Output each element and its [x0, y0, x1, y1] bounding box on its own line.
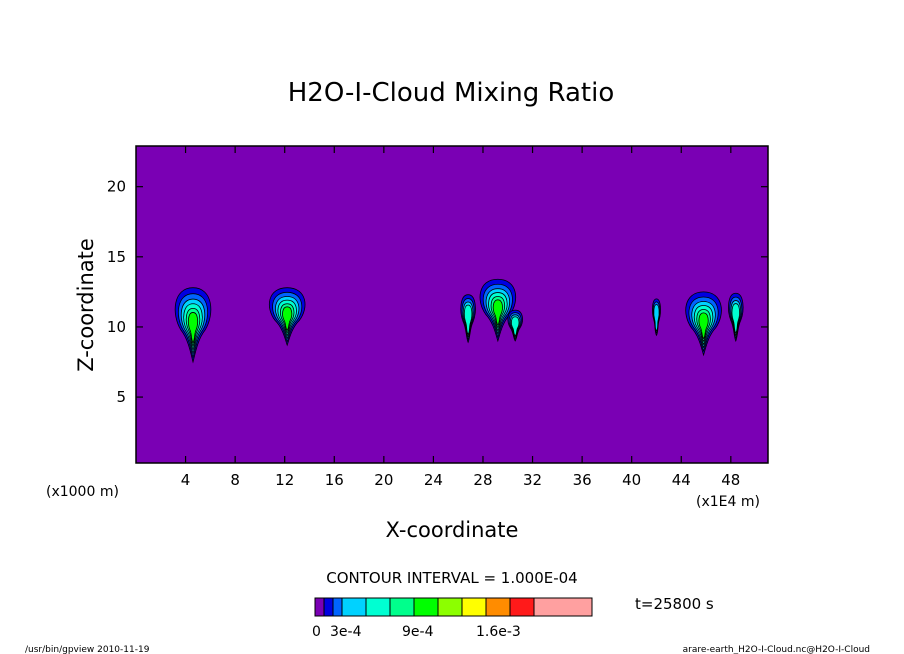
contour-level — [653, 304, 660, 332]
x-tick-label: 28 — [473, 471, 492, 489]
colorbar-label: 3e-4 — [330, 624, 362, 640]
contour-level — [282, 306, 293, 331]
colorbar-label: 9e-4 — [402, 624, 434, 640]
contour-level — [511, 316, 520, 337]
y-tick-label: 5 — [116, 388, 126, 406]
x-tick-label: 24 — [424, 471, 443, 489]
colorbar-label: 0 — [312, 624, 321, 640]
x-tick-label: 44 — [672, 471, 691, 489]
contour-level — [698, 312, 709, 340]
contour-level — [731, 303, 740, 334]
colorbar-labels: 0 3e-4 9e-4 1.6e-3 — [312, 624, 521, 640]
x-axis-unit-right: (x1E4 m) — [696, 494, 760, 510]
cloud-contour — [460, 294, 476, 344]
colorbar-swatch — [332, 597, 343, 617]
colorbar-swatch — [413, 597, 439, 617]
x-tick-label: 48 — [721, 471, 740, 489]
y-tick-label: 15 — [107, 248, 126, 266]
cloud-contour — [685, 291, 722, 357]
x-axis-ticks: 4 8 12 16 20 24 28 32 36 40 44 48 — [181, 146, 740, 489]
time-label: t=25800 s — [635, 595, 714, 613]
contour-level — [492, 299, 503, 326]
plot-background — [136, 146, 768, 463]
colorbar-label: 1.6e-3 — [476, 624, 521, 640]
contour-interval-text: CONTOUR INTERVAL = 1.000E-04 — [326, 569, 577, 587]
x-tick-label: 4 — [181, 471, 191, 489]
x-tick-label: 8 — [230, 471, 240, 489]
y-tick-label: 20 — [107, 178, 126, 196]
y-axis-ticks: 5 10 15 20 — [107, 178, 768, 406]
x-axis-unit-left: (x1000 m) — [46, 484, 119, 500]
cloud-contours — [174, 278, 744, 364]
x-tick-label: 36 — [573, 471, 592, 489]
colorbar-swatch — [509, 597, 535, 617]
contour-level — [463, 304, 473, 336]
colorbar-swatch — [437, 597, 463, 617]
x-axis-label: X-coordinate — [386, 518, 519, 542]
cloud-contour — [728, 292, 744, 343]
colorbar — [314, 597, 593, 617]
colorbar-swatch — [323, 597, 334, 617]
colorbar-swatch — [365, 597, 391, 617]
plot-frame — [135, 145, 769, 464]
x-tick-label: 12 — [275, 471, 294, 489]
x-tick-label: 20 — [374, 471, 393, 489]
y-tick-label: 10 — [107, 318, 126, 336]
colorbar-swatch — [314, 597, 325, 617]
colorbar-swatch — [485, 597, 511, 617]
y-axis-label: Z-coordinate — [74, 238, 98, 372]
x-tick-label: 16 — [325, 471, 344, 489]
footer-right: arare-earth_H2O-I-Cloud.nc@H2O-I-Cloud — [683, 645, 870, 654]
x-tick-label: 40 — [622, 471, 641, 489]
colorbar-swatch — [461, 597, 487, 617]
footer-left: /usr/bin/gpview 2010-11-19 — [25, 645, 150, 654]
chart-title: H2O-I-Cloud Mixing Ratio — [288, 78, 615, 108]
cloud-contour — [479, 278, 517, 343]
colorbar-swatch — [533, 597, 593, 617]
cloud-contour — [174, 287, 212, 364]
x-tick-label: 32 — [523, 471, 542, 489]
cloud-contour — [268, 287, 306, 347]
colorbar-swatch — [341, 597, 367, 617]
cloud-contour — [507, 309, 523, 342]
cloud-contour — [652, 298, 661, 337]
colorbar-swatch — [389, 597, 415, 617]
contour-level — [187, 312, 199, 344]
